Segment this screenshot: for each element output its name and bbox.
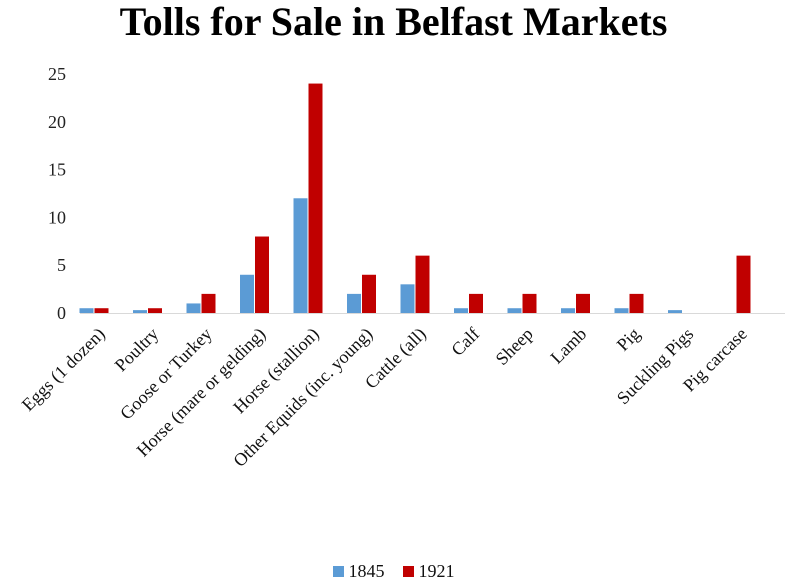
- bar-1921: [469, 293, 483, 313]
- y-tick-label: 15: [48, 160, 66, 180]
- bar-1845: [561, 308, 575, 313]
- bars: [79, 83, 751, 313]
- bar-1845: [507, 308, 522, 313]
- bar-1845: [347, 293, 361, 313]
- bar-1845: [400, 284, 415, 313]
- bar-1845: [186, 303, 201, 313]
- legend-swatch-1845: [332, 566, 344, 577]
- bar-1845: [79, 308, 94, 313]
- bar-1921: [94, 308, 109, 313]
- bar-1845: [293, 198, 308, 313]
- legend-item-1845: 1845: [332, 561, 385, 582]
- bar-1845: [668, 310, 682, 313]
- x-category-label: Pig: [613, 324, 644, 355]
- legend-label-1921: 1921: [418, 561, 455, 581]
- bar-1845: [240, 274, 254, 313]
- bar-1845: [614, 308, 629, 313]
- bar-1921: [308, 83, 323, 313]
- x-category-label: Calf: [447, 324, 483, 360]
- y-tick-label: 5: [57, 255, 66, 275]
- y-tick-label: 10: [48, 207, 66, 227]
- legend: 1845 1921: [0, 561, 787, 582]
- bar-1845: [454, 308, 468, 313]
- bar-1921: [522, 293, 537, 313]
- bar-1921: [415, 255, 430, 313]
- bar-1921: [576, 293, 590, 313]
- x-category-label: Sheep: [492, 324, 537, 369]
- bar-1921: [148, 308, 162, 313]
- x-category-label: Goose or Turkey: [116, 324, 216, 424]
- chart-title: Tolls for Sale in Belfast Markets: [119, 0, 668, 44]
- x-category-label: Lamb: [546, 324, 590, 368]
- x-category-label: Eggs (1 dozen): [18, 324, 110, 416]
- bar-1921: [629, 293, 644, 313]
- bar-1845: [133, 310, 147, 313]
- y-tick-label: 20: [48, 112, 66, 132]
- bar-1921: [201, 293, 216, 313]
- legend-swatch-1921: [402, 566, 414, 577]
- bar-1921: [736, 255, 751, 313]
- legend-label-1845: 1845: [348, 561, 385, 581]
- y-tick-label: 0: [57, 303, 66, 323]
- y-tick-label: 25: [48, 64, 66, 84]
- x-category-label: Poultry: [111, 324, 163, 376]
- bar-1921: [255, 236, 269, 313]
- legend-item-1921: 1921: [402, 561, 455, 582]
- bar-1921: [362, 274, 376, 313]
